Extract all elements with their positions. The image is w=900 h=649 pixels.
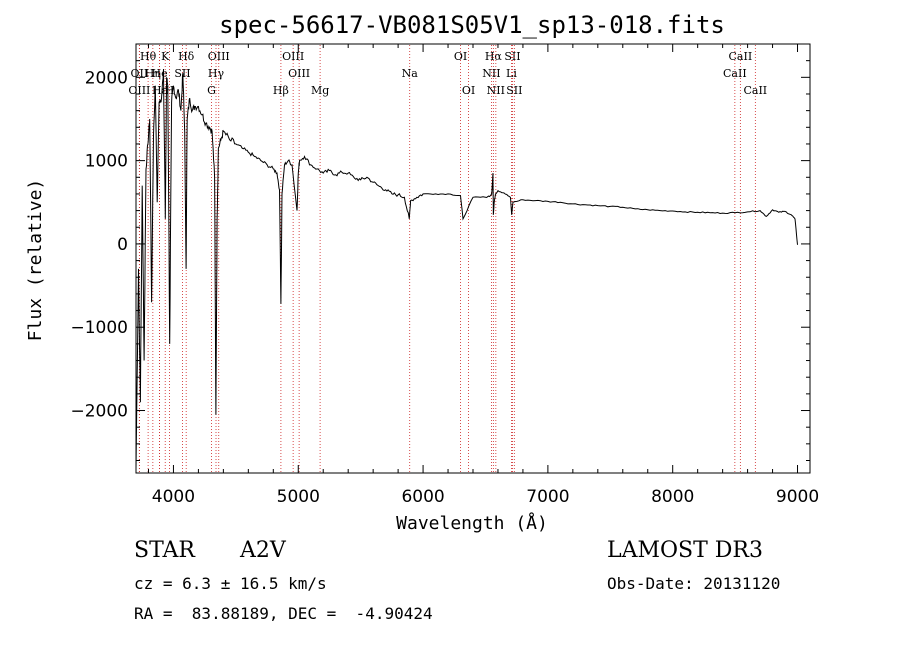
line-marker-label: H — [165, 84, 175, 97]
chart-title: spec-56617-VB081S05V1_sp13-018.fits — [219, 11, 725, 39]
line-marker-label: OI — [454, 50, 467, 63]
x-tick-label: 4000 — [152, 487, 195, 507]
line-marker-label: Hα — [485, 50, 503, 63]
line-marker-label: Li — [506, 67, 517, 80]
y-tick-label: 0 — [117, 235, 128, 255]
line-marker-label: Hη — [145, 67, 161, 80]
line-marker-label: CaII — [729, 50, 753, 63]
observation-date: Obs-Date: 20131120 — [607, 574, 781, 593]
x-tick-label: 7000 — [526, 487, 569, 507]
line-marker-label: Mg — [311, 84, 329, 97]
line-marker-label: Hθ — [140, 50, 157, 63]
object-class: STAR — [134, 538, 195, 563]
line-marker-label: OIII — [208, 50, 230, 63]
line-marker-label: OII — [131, 67, 149, 80]
line-marker-label: OI — [462, 84, 475, 97]
y-axis-label: Flux (relative) — [25, 179, 46, 342]
line-marker-label: NII — [487, 84, 505, 97]
spectrum-series — [135, 68, 798, 469]
y-tick-label: −2000 — [70, 402, 128, 422]
line-marker-label: Hβ — [273, 84, 289, 97]
spectrum-line — [135, 68, 798, 469]
spectral-subclass: A2V — [240, 538, 286, 563]
coordinates-readout: RA = 83.88189, DEC = -4.90424 — [134, 604, 433, 623]
line-marker-label: Hγ — [208, 67, 225, 80]
line-marker-label: OIII — [282, 50, 304, 63]
y-tick-label: −1000 — [70, 318, 128, 338]
survey-name: LAMOST DR3 — [607, 538, 763, 563]
line-marker-label: SII — [506, 84, 522, 97]
x-tick-label: 5000 — [277, 487, 320, 507]
line-marker-label: OIII — [288, 67, 310, 80]
redshift-readout: cz = 6.3 ± 16.5 km/s — [134, 574, 327, 593]
line-marker-label: CaII — [743, 84, 767, 97]
x-tick-label: 6000 — [401, 487, 444, 507]
y-tick-label: 2000 — [85, 68, 128, 88]
x-tick-label: 8000 — [651, 487, 694, 507]
x-axis-label: Wavelength (Å) — [396, 512, 548, 534]
y-tick-label: 1000 — [85, 152, 128, 172]
x-tick-label: 9000 — [776, 487, 819, 507]
line-marker-label: CaII — [723, 67, 747, 80]
line-marker-label: OIII — [128, 84, 150, 97]
axis-ticks: 4000 5000 6000 7000 8000 9000 −2000 −1000 0 1000 2… — [70, 44, 819, 507]
line-marker-label: SII — [504, 50, 520, 63]
line-marker-label: NII — [482, 67, 500, 80]
line-marker-label: Hδ — [178, 50, 195, 63]
line-marker-label: Na — [402, 67, 419, 80]
plot-frame — [135, 43, 811, 474]
line-marker-label: G — [207, 84, 216, 97]
line-marker-label: K — [161, 50, 170, 63]
